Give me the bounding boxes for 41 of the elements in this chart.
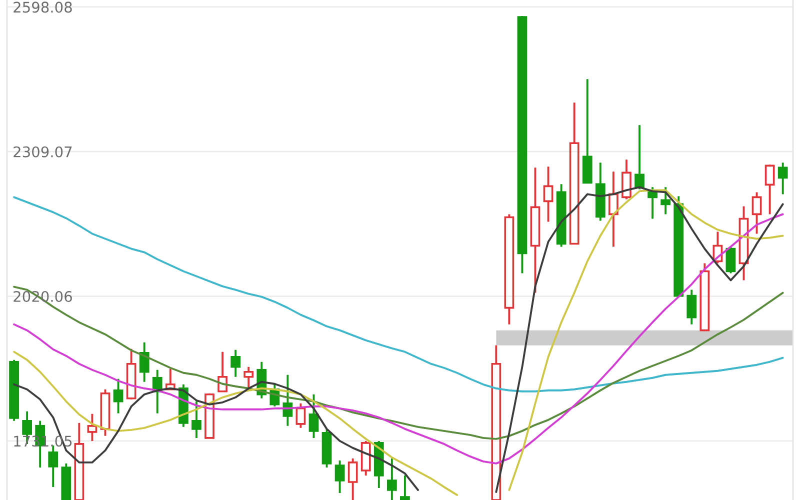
candlestick [530,166,540,294]
candlestick [569,102,580,245]
candlestick [660,186,671,216]
candlestick [165,368,176,390]
candlestick [686,288,697,326]
candlestick [556,183,566,248]
candlestick [348,457,358,500]
candlestick [634,124,644,190]
candlestick [74,422,84,500]
line-series [13,196,784,392]
candlestick [595,162,606,222]
candlestick [100,388,110,437]
candlestick [230,348,240,378]
candlestick [192,400,202,439]
candlestick [543,166,554,223]
y-tick-label: 2598.08 [14,2,72,13]
candlestick [386,457,397,500]
candlestick [244,366,254,390]
candlestick [738,205,749,282]
candlestick [712,230,723,264]
candlestick [308,393,319,439]
candlestick [622,158,632,200]
candlestick [139,341,150,383]
candlestick [608,170,618,248]
candlestick [504,213,514,326]
candlestick [764,164,775,216]
y-tick-label: 2309.07 [14,146,72,158]
candlestick [218,350,228,392]
candlestick [282,374,293,427]
candlestick [778,162,788,196]
candlestick [296,402,306,429]
candlestick [582,78,592,184]
line-series [13,213,784,464]
candlestick [517,15,528,274]
candlestick [491,344,502,500]
candlestick [752,191,762,235]
candlestick [400,474,410,500]
candlestick [113,378,124,414]
candlestick [87,412,98,442]
candlestick [126,348,136,400]
candlestick [334,459,345,494]
